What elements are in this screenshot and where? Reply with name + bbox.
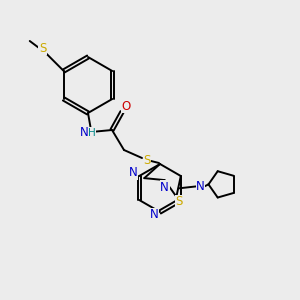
Text: N: N [80,127,88,140]
Text: H: H [88,128,96,138]
Text: S: S [176,195,183,208]
Text: N: N [160,181,169,194]
Text: O: O [122,100,130,112]
Text: N: N [150,208,158,221]
Text: N: N [196,180,205,193]
Text: S: S [143,154,151,166]
Text: S: S [39,41,46,55]
Text: N: N [129,167,138,179]
